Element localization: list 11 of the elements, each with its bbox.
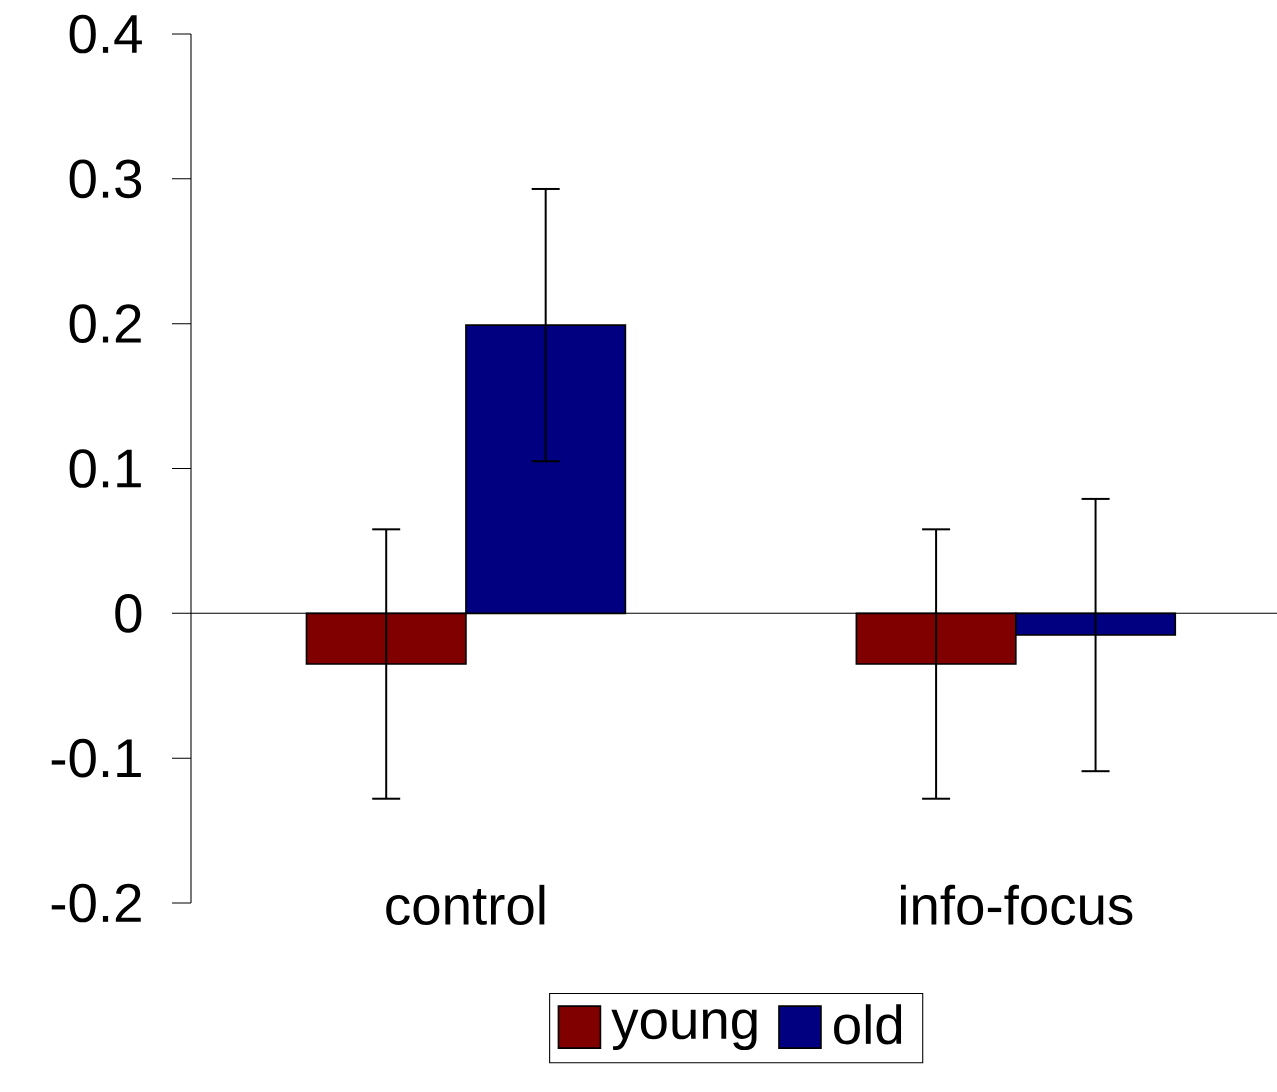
y-tick-label: -0.1 <box>51 738 141 778</box>
y-tick-label: 0.3 <box>69 159 142 199</box>
x-tick-label: control <box>386 884 545 925</box>
legend-label: old <box>834 1004 902 1045</box>
y-tick-label: 0.1 <box>69 449 141 488</box>
y-tick-label: 0.2 <box>69 304 141 344</box>
y-tick-label: -0.2 <box>51 883 141 923</box>
x-tick-label: info-focus <box>900 884 1133 925</box>
legend-label: young <box>611 1009 757 1051</box>
y-tick-label: 0.4 <box>69 14 142 54</box>
y-tick-label: 0 <box>115 593 142 633</box>
